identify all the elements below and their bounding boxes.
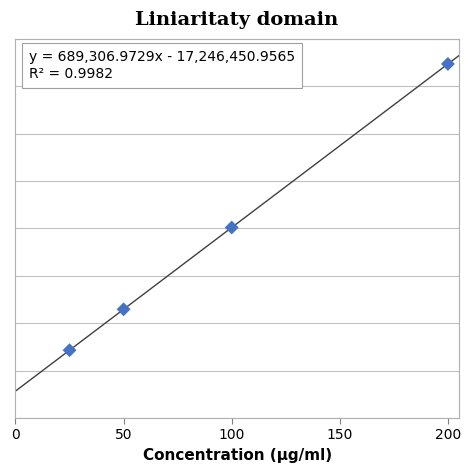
Title: Liniaritaty domain: Liniaritaty domain [136,11,339,29]
Point [444,60,452,68]
Point [120,306,128,313]
Text: y = 689,306.9729x - 17,246,450.9565
R² = 0.9982: y = 689,306.9729x - 17,246,450.9565 R² =… [29,50,295,81]
Point [66,346,73,354]
Point [228,224,236,231]
X-axis label: Concentration (μg/ml): Concentration (μg/ml) [143,448,332,463]
